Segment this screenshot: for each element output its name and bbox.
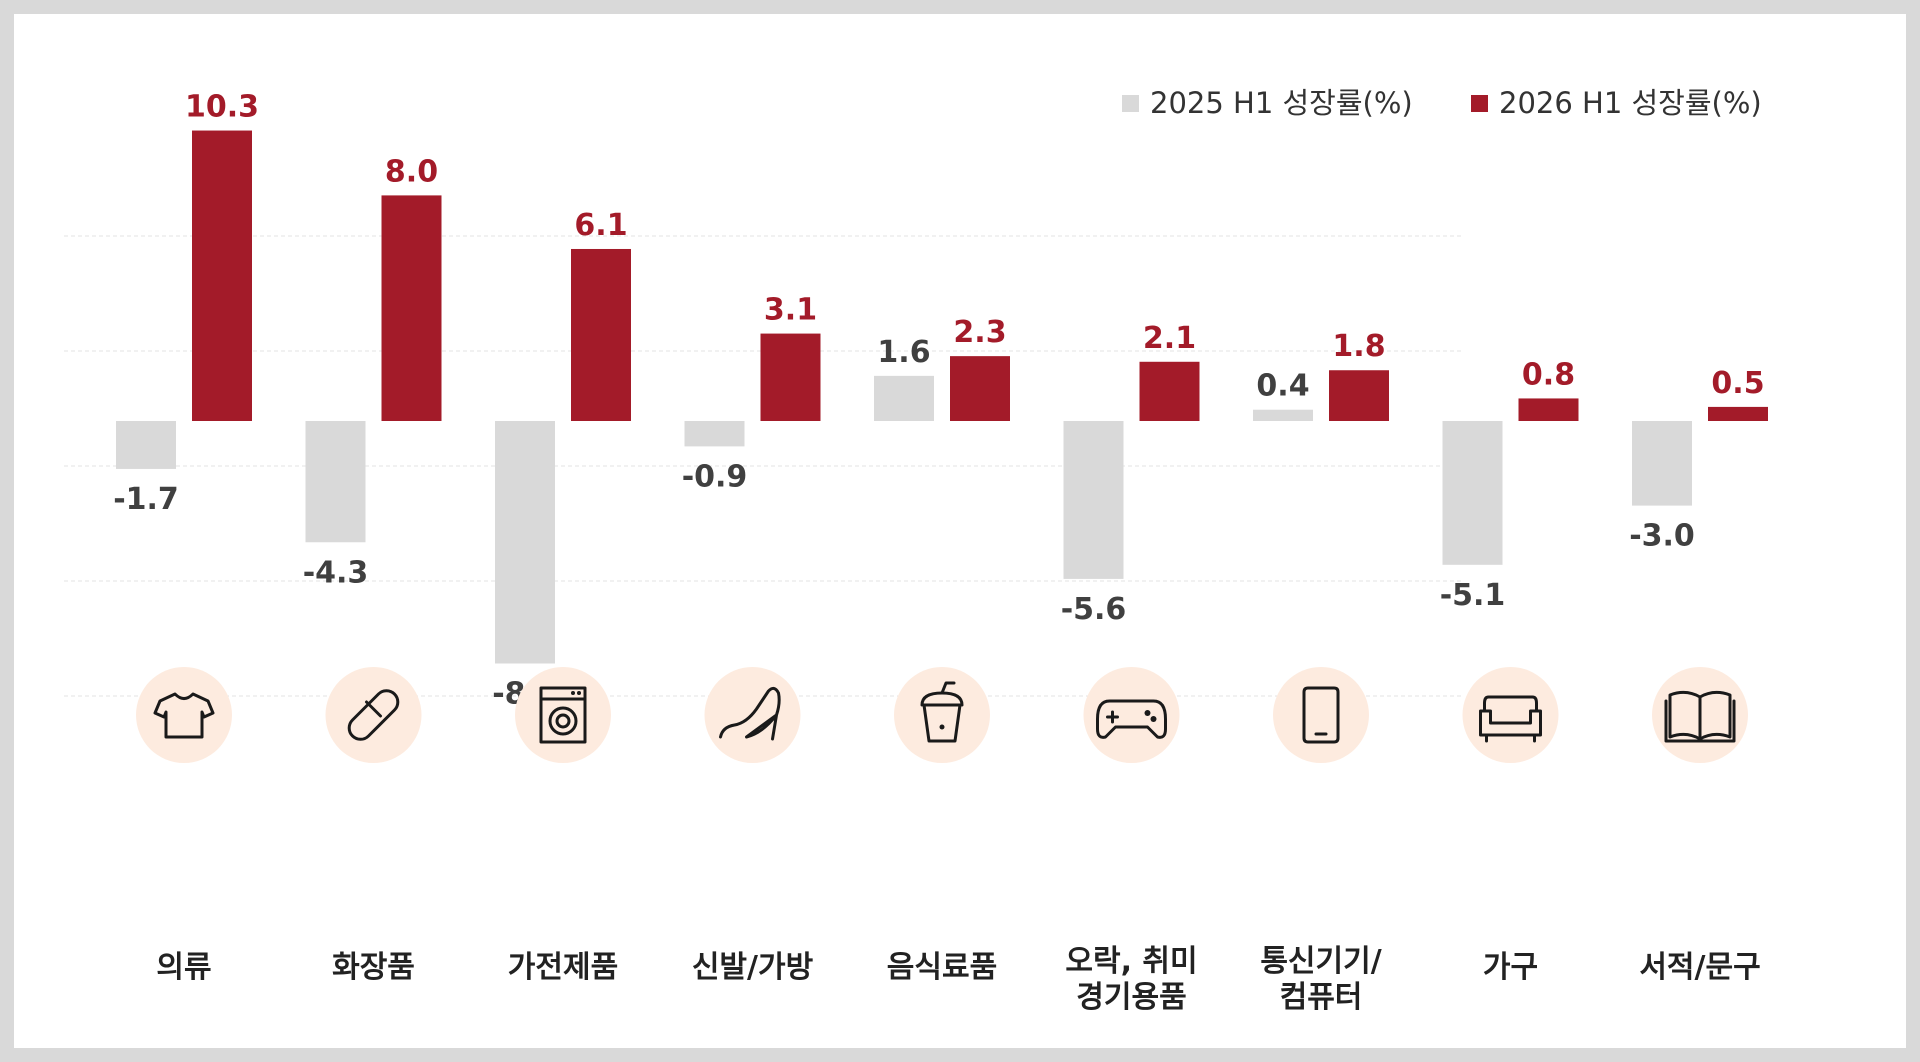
icon-shape (539, 686, 587, 744)
category-label: 신발/가방 (692, 950, 814, 985)
icon-shape (577, 691, 581, 695)
bar (1708, 406, 1768, 421)
category-label: 가전제품 (508, 950, 618, 985)
icon-shape (571, 691, 575, 695)
bar (1329, 370, 1389, 421)
data-label: -4.3 (303, 555, 369, 590)
icon-circle (1462, 667, 1559, 763)
category-label: 통신기기/ (1260, 944, 1381, 979)
category-label: 오락, 취미 (1065, 944, 1197, 979)
category-label: 음식료품 (887, 950, 997, 985)
sofa-icon (1462, 667, 1559, 763)
data-label: 1.8 (1332, 329, 1385, 364)
bar (571, 248, 631, 421)
data-label: -3.0 (1629, 519, 1695, 554)
category-label: 의류 (156, 950, 211, 985)
data-label: -0.9 (682, 459, 748, 494)
bar (874, 375, 934, 421)
icon-shape (1479, 709, 1542, 737)
book-icon (1652, 667, 1748, 763)
bar (1632, 421, 1692, 506)
bar (381, 195, 442, 421)
smartphone-icon (1273, 667, 1369, 763)
icon-shape (1302, 686, 1340, 744)
bar (760, 333, 821, 421)
data-label: -1.7 (113, 482, 179, 517)
data-label: -5.1 (1440, 578, 1506, 613)
icon-shape (347, 689, 400, 741)
category-label: 화장품 (332, 950, 415, 985)
bar (116, 421, 176, 469)
icon-circle (1273, 667, 1369, 763)
data-label: 10.3 (185, 90, 259, 125)
bar (1518, 398, 1579, 421)
high-heel-icon (704, 667, 801, 763)
data-label: 6.1 (574, 208, 627, 243)
data-label: 0.4 (1256, 369, 1309, 404)
icon-shape (1485, 733, 1536, 743)
category-label: 컴퓨터 (1280, 980, 1363, 1015)
icon-shape (548, 706, 578, 736)
tshirt-icon (136, 667, 232, 763)
icon-shape (1106, 710, 1119, 724)
bar (305, 421, 366, 543)
bar (192, 130, 252, 421)
data-label: 2.3 (953, 315, 1006, 350)
icon-shape (1144, 710, 1151, 716)
icon-shape (1664, 699, 1736, 743)
pill-icon (325, 667, 422, 763)
icon-shape (365, 700, 382, 718)
icon-circle (894, 667, 990, 763)
category-label: 서적/문구 (1639, 950, 1760, 985)
bar (1063, 421, 1124, 579)
icon-shape (1096, 699, 1167, 739)
data-label: 2.1 (1143, 321, 1196, 356)
data-label: 8.0 (385, 154, 438, 189)
bar (950, 356, 1010, 421)
icon-shape (939, 724, 945, 730)
data-label: -5.6 (1061, 592, 1127, 627)
legend-swatch (1471, 95, 1488, 112)
legend-label: 2026 H1 성장률(%) (1499, 86, 1762, 120)
icon-circle (136, 667, 232, 763)
icon-circle (325, 667, 422, 763)
icon-circle (1083, 667, 1180, 763)
drink-cup-icon (894, 667, 990, 763)
bar (1253, 409, 1313, 421)
bar-chart: 2025 H1 성장률(%) 2026 H1 성장률(%) -1.7 10.3 의류 -4… (64, 86, 1768, 1015)
icon-shape (922, 703, 962, 743)
bar (1442, 421, 1503, 565)
chart-card: 2025 H1 성장률(%) 2026 H1 성장률(%) -1.7 10.3 의류 -4… (14, 14, 1906, 1048)
bar (1139, 361, 1200, 421)
category-label: 가구 (1483, 950, 1538, 985)
icon-shape (153, 692, 215, 739)
bar (684, 421, 745, 447)
category-label: 경기용품 (1076, 980, 1186, 1015)
data-label: 3.1 (764, 293, 817, 328)
legend-label: 2025 H1 성장률(%) (1150, 86, 1413, 120)
icon-shape (1150, 716, 1157, 722)
washing-machine-icon (515, 667, 611, 763)
data-label: 1.6 (877, 335, 930, 370)
data-label: 0.8 (1522, 357, 1575, 392)
data-label: 0.5 (1711, 366, 1764, 401)
icon-shape (1483, 695, 1538, 713)
bar (495, 421, 555, 664)
icon-shape (940, 681, 956, 695)
icon-shape (555, 713, 571, 729)
legend-swatch (1122, 95, 1139, 112)
icon-shape (719, 686, 781, 741)
gamepad-icon (1083, 667, 1180, 763)
